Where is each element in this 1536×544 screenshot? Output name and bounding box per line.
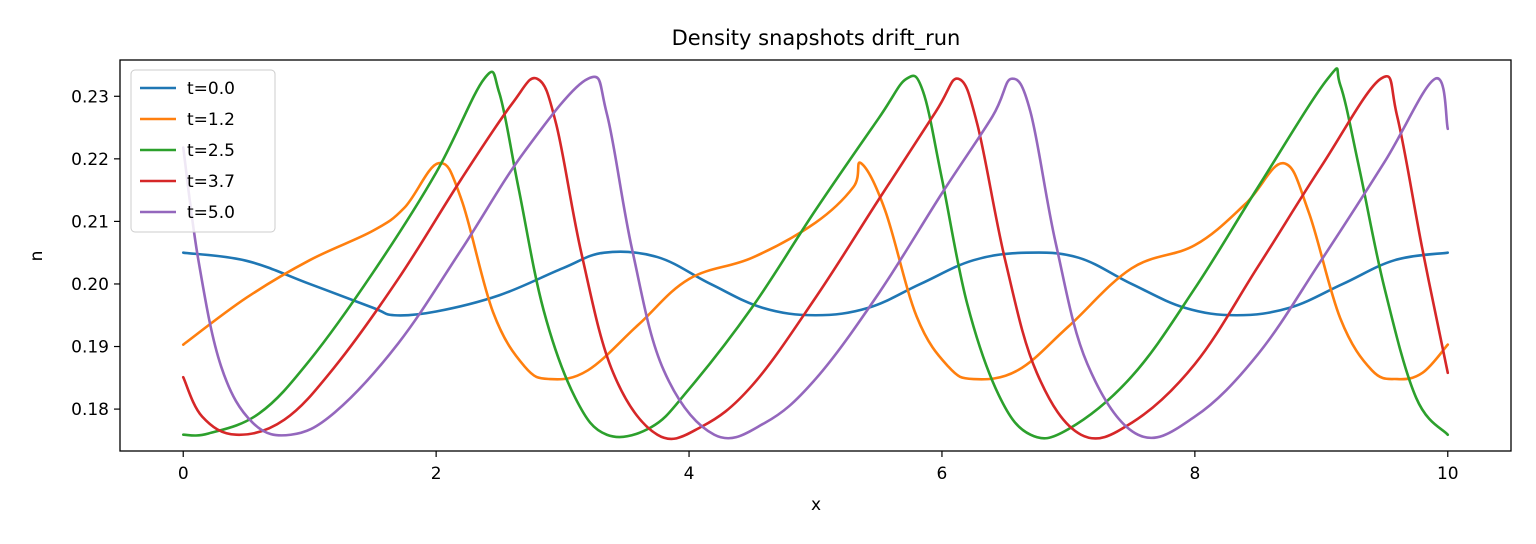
legend: t=0.0 t=1.2 t=2.5 t=3.7 t=5.0	[130, 69, 276, 233]
axes-layer: 0 2 4 6 8 10 0.18 0.19 0.20 0.21 0.22 0.23	[71, 59, 1512, 484]
y-tick-label: 0.23	[71, 87, 109, 107]
x-tick-label: 0	[178, 464, 189, 484]
x-tick-label: 8	[1189, 464, 1200, 484]
legend-box	[130, 69, 276, 233]
y-tick-label: 0.18	[71, 400, 109, 420]
legend-label: t=0.0	[187, 79, 235, 99]
x-tick-label: 6	[937, 464, 948, 484]
legend-label: t=2.5	[187, 141, 235, 161]
series-line-4	[181, 75, 1450, 440]
series-line-3	[181, 75, 1450, 441]
chart-title: Density snapshots drift_run	[672, 26, 961, 51]
x-tick-label: 10	[1437, 464, 1459, 484]
y-tick-label: 0.20	[71, 275, 109, 295]
legend-label: t=3.7	[187, 172, 235, 192]
plot-frame	[119, 59, 1512, 452]
legend-label: t=1.2	[187, 110, 235, 130]
series-line-2	[181, 67, 1450, 440]
y-tick-label: 0.22	[71, 150, 109, 170]
x-axis-label: x	[811, 495, 821, 515]
legend-label: t=5.0	[187, 203, 235, 223]
y-axis-label: n	[27, 251, 47, 262]
x-tick-label: 2	[431, 464, 442, 484]
series-line-1	[181, 161, 1450, 381]
y-tick-label: 0.21	[71, 212, 109, 232]
x-tick-label: 4	[684, 464, 695, 484]
y-tick-label: 0.19	[71, 338, 109, 358]
series-layer	[181, 67, 1450, 441]
